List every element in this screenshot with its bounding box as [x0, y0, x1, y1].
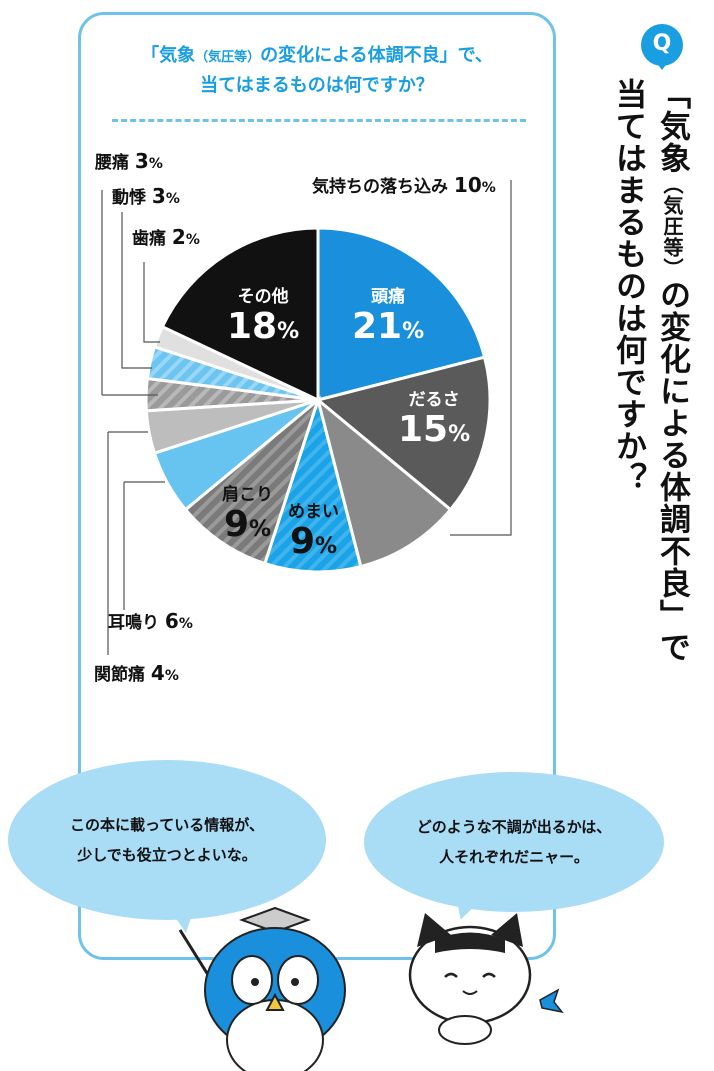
chart-title-part4: 当てはまるものは何ですか？ [200, 75, 434, 96]
owl-speech-line1: この本に載っている情報が、 [70, 816, 264, 834]
label-dizziness: めまい 9% [288, 502, 339, 562]
leader-line-palpitation [121, 212, 152, 369]
label-mood: 気持ちの落ち込み 10% [312, 173, 496, 197]
pie-slice-1 [314, 355, 492, 512]
question-part4: 当てはまるものは何ですか？ [610, 78, 646, 494]
cat-speech-line2: 人それぞれだニャー。 [439, 848, 589, 866]
label-tooth: 歯痛 2% [132, 225, 200, 249]
label-fatigue: だるさ 15% [398, 390, 471, 450]
question-badge: Q [641, 24, 683, 70]
pie-slice-3 [262, 394, 363, 574]
label-back: 腰痛 3% [95, 149, 163, 173]
question-part1: 「気象 [654, 78, 690, 174]
chart-title-part3: の変化による体調不良」で、 [260, 45, 493, 66]
leader-line-mood [450, 180, 512, 536]
label-stiff-shoulder: 肩こり 9% [222, 485, 273, 545]
cat-mascot-icon [408, 913, 564, 1045]
label-ear: 耳鳴り 6% [108, 609, 193, 633]
label-joint: 関節痛 4% [94, 661, 179, 685]
owl-speech-line2: 少しでも役立つとよいな。 [77, 846, 257, 864]
chart-title-part1: 「気象 [141, 45, 196, 66]
chart-title-part2: （気圧等） [195, 50, 261, 65]
question-part3: の変化による体調不良」で [654, 279, 690, 663]
dashed-divider [112, 119, 526, 122]
label-headache: 頭痛 21% [352, 287, 425, 347]
label-palpitation: 動悸 3% [112, 184, 180, 208]
question-heading: 「気象（気圧等）の変化による体調不良」で 当てはまるものは何ですか？ [606, 78, 694, 758]
owl-speech-bubble: この本に載っている情報が、 少しでも役立つとよいな。 [8, 760, 326, 920]
cat-speech-bubble: どのような不調が出るかは、 人それぞれだニャー。 [364, 772, 664, 912]
pie-slice-10 [160, 226, 320, 403]
label-other: その他 18% [227, 287, 300, 347]
owl-mascot-icon [178, 906, 346, 1071]
cat-speech-line1: どのような不調が出るかは、 [416, 818, 612, 836]
question-part2: （気圧等） [660, 174, 684, 279]
pie-slice-0 [316, 226, 487, 402]
pie-slice-4 [183, 395, 322, 566]
chart-title: 「気象（気圧等）の変化による体調不良」で、 当てはまるものは何ですか？ [80, 42, 554, 100]
leader-line-tooth [143, 262, 160, 343]
